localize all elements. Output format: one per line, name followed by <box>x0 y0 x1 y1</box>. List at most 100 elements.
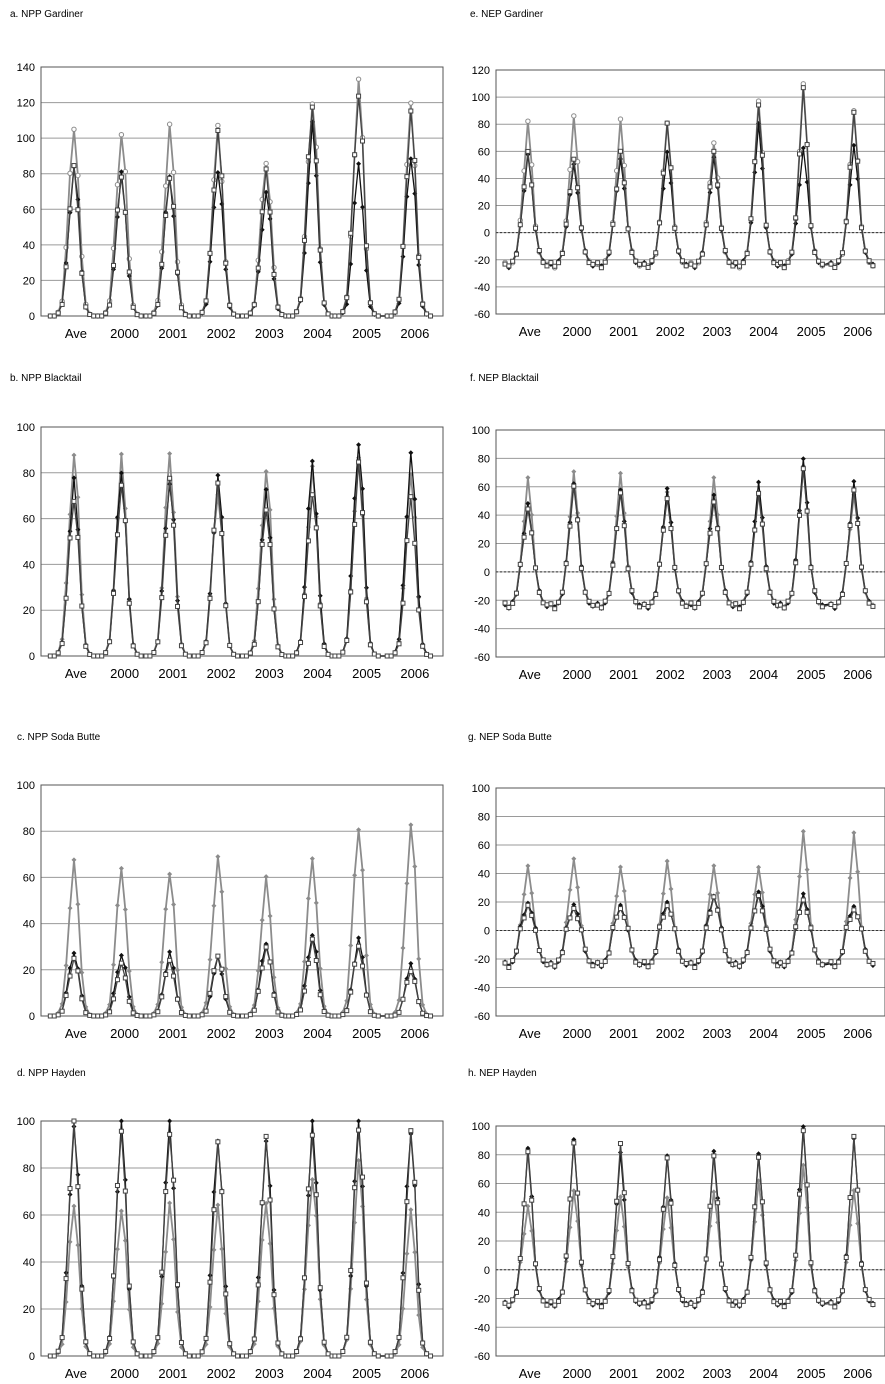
data-point <box>138 1013 144 1019</box>
series-line <box>504 87 874 269</box>
data-point <box>227 1341 233 1347</box>
data-point <box>163 1189 169 1195</box>
data-point <box>567 1196 573 1202</box>
data-point <box>309 1118 315 1124</box>
data-point <box>672 1262 678 1268</box>
data-point <box>595 1298 601 1304</box>
data-point <box>167 475 173 481</box>
data-point <box>556 957 562 963</box>
data-point <box>660 1206 666 1212</box>
data-point <box>255 265 261 271</box>
data-point <box>502 960 508 966</box>
data-point <box>740 1298 746 1304</box>
data-point <box>629 947 635 953</box>
data-point <box>637 962 643 968</box>
data-point <box>796 151 802 157</box>
data-point <box>404 1183 410 1189</box>
y-tick-label: 20 <box>23 605 35 617</box>
data-point <box>859 564 865 570</box>
data-point <box>298 640 304 646</box>
data-point <box>340 1348 346 1354</box>
data-point <box>664 1195 670 1201</box>
x-tick-label: 2003 <box>702 324 731 339</box>
data-point <box>363 599 369 605</box>
series-line <box>504 1130 874 1309</box>
data-point <box>239 1353 245 1359</box>
data-point <box>633 599 639 605</box>
data-point <box>804 909 810 915</box>
data-point <box>598 962 604 968</box>
data-point <box>134 651 140 657</box>
data-point <box>808 223 814 229</box>
data-point <box>171 1177 177 1183</box>
data-point <box>400 1275 406 1281</box>
panel-title-d: d. NPP Hayden <box>17 1068 86 1079</box>
data-point <box>396 1009 402 1015</box>
y-tick-label: 100 <box>472 425 490 437</box>
data-point <box>657 220 663 226</box>
data-point <box>828 261 834 267</box>
data-point <box>151 310 157 316</box>
data-point <box>664 149 670 155</box>
data-point <box>571 156 577 162</box>
data-point <box>730 1302 736 1308</box>
data-point <box>416 1287 422 1293</box>
data-point <box>571 1188 577 1194</box>
data-point <box>207 957 213 963</box>
data-point <box>118 169 124 175</box>
data-point <box>567 166 573 173</box>
data-point <box>718 225 724 231</box>
data-point <box>263 944 269 950</box>
data-point <box>645 964 651 970</box>
data-point <box>408 108 414 114</box>
data-point <box>819 1300 825 1306</box>
data-point <box>388 1353 394 1359</box>
y-tick-label: 40 <box>478 173 490 185</box>
x-tick-label: 2000 <box>562 324 591 339</box>
data-point <box>851 109 857 115</box>
plot-frame <box>495 1125 885 1357</box>
data-point <box>676 948 682 954</box>
data-point <box>843 219 849 225</box>
x-tick-label: 2005 <box>352 666 381 681</box>
data-point <box>143 1353 149 1359</box>
data-point <box>699 948 705 954</box>
data-point <box>855 1187 861 1193</box>
x-tick-label: 2001 <box>158 1366 187 1381</box>
data-point <box>167 949 173 955</box>
data-point <box>167 175 173 181</box>
data-point <box>356 1118 362 1124</box>
data-point <box>660 891 666 897</box>
data-point <box>657 561 663 567</box>
data-point <box>707 891 713 897</box>
data-point <box>668 1200 674 1206</box>
data-point <box>703 222 709 228</box>
data-point <box>672 926 678 932</box>
data-point <box>711 492 717 498</box>
y-tick-label: 20 <box>23 965 35 977</box>
data-point <box>544 962 550 968</box>
data-point <box>759 908 765 914</box>
data-point <box>396 296 402 302</box>
series-line <box>50 444 431 657</box>
data-point <box>286 313 292 319</box>
data-point <box>91 1013 97 1019</box>
data-point <box>279 1012 285 1018</box>
data-point <box>71 475 77 481</box>
data-point <box>556 1298 562 1304</box>
data-point <box>279 312 285 318</box>
data-point <box>175 269 181 275</box>
data-point <box>521 184 527 190</box>
data-point <box>267 542 273 548</box>
data-point <box>211 903 217 909</box>
y-tick-label: 40 <box>478 1207 490 1219</box>
data-point <box>808 1260 814 1266</box>
data-point <box>629 249 635 255</box>
panel-h: h. NEP Hayden -60 -40 -20 0 20 40 60 80 100 Ave 200… <box>468 1068 885 1381</box>
data-point <box>286 653 292 659</box>
data-point <box>832 1304 838 1310</box>
data-point <box>828 959 834 965</box>
data-point <box>575 916 581 922</box>
data-point <box>517 926 523 932</box>
y-tick-label: 80 <box>478 119 490 131</box>
